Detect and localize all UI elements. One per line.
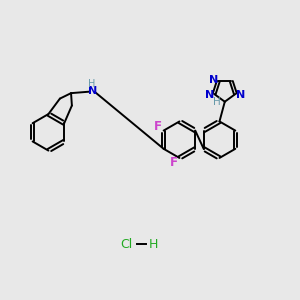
Text: Cl: Cl (120, 238, 133, 251)
Text: N: N (88, 86, 97, 96)
Text: F: F (154, 120, 162, 133)
Text: H: H (148, 238, 158, 251)
Text: H: H (88, 79, 96, 89)
Text: N: N (236, 90, 245, 100)
Text: N: N (208, 75, 218, 85)
Text: F: F (170, 156, 178, 169)
Text: H: H (213, 97, 220, 107)
Text: N: N (205, 91, 214, 100)
